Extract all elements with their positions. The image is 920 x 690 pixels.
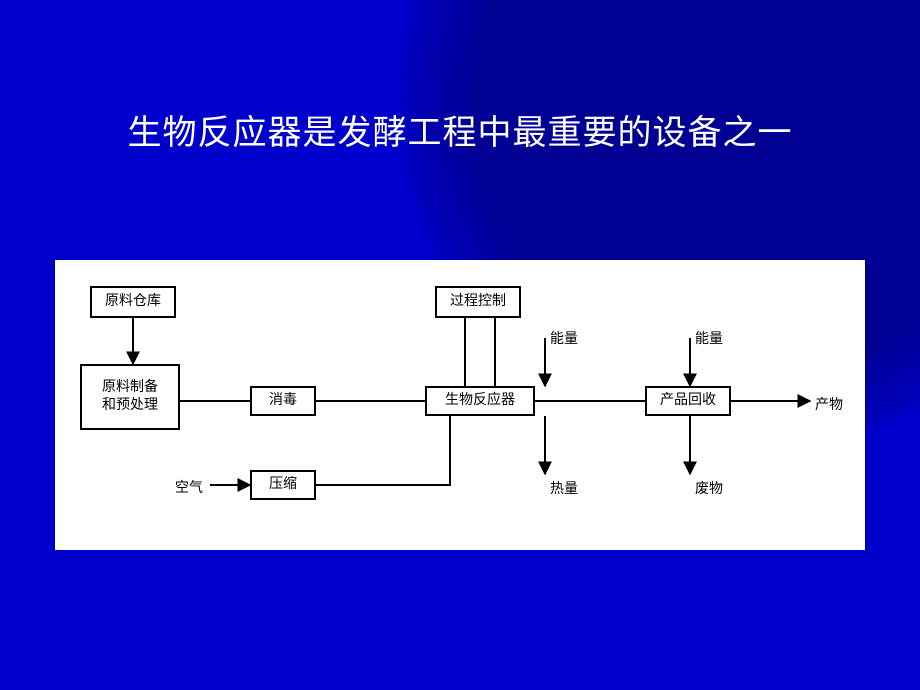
label-l_en2: 能量 <box>695 328 723 348</box>
edge-n4_r-n6_b1 <box>316 416 450 485</box>
node-n1: 原料仓库 <box>90 286 176 318</box>
label-l_heat: 热量 <box>550 478 578 498</box>
diagram-container: 原料仓库原料制备 和预处理 消毒压缩 过程控制生物反应器 产品回收空气 能量热量 能量废物… <box>55 260 865 550</box>
node-n5: 过程控制 <box>435 286 521 318</box>
label-l_en1: 能量 <box>550 328 578 348</box>
label-l_prod: 产物 <box>815 394 843 414</box>
slide-title: 生物反应器是发酵工程中最重要的设备之一 <box>0 105 920 154</box>
node-n6: 生物反应器 <box>425 386 535 416</box>
flowchart: 原料仓库原料制备 和预处理 消毒压缩 过程控制生物反应器 产品回收空气 能量热量 能量废物… <box>55 260 865 550</box>
node-n2: 原料制备 和预处理 <box>80 364 180 430</box>
label-l_waste: 废物 <box>695 478 723 498</box>
node-n3: 消毒 <box>250 386 316 416</box>
node-n4: 压缩 <box>250 470 316 500</box>
node-n7: 产品回收 <box>645 386 731 416</box>
label-l_air: 空气 <box>175 477 203 497</box>
